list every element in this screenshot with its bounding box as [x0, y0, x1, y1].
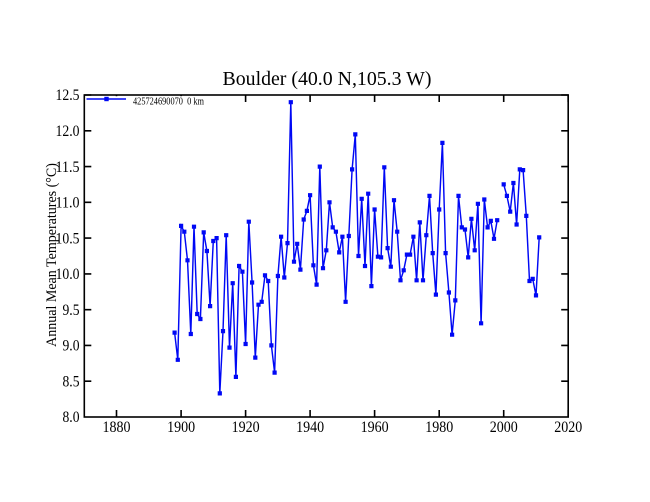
svg-text:8.0: 8.0 [63, 409, 80, 426]
svg-text:9.0: 9.0 [63, 338, 80, 355]
svg-text:12.5: 12.5 [56, 87, 80, 104]
svg-text:10.0: 10.0 [56, 266, 80, 283]
svg-text:11.0: 11.0 [56, 195, 80, 212]
svg-text:Annual Mean Temperatures (°C): Annual Mean Temperatures (°C) [44, 163, 61, 347]
svg-text:10.5: 10.5 [56, 230, 80, 247]
svg-text:1940: 1940 [296, 419, 324, 436]
svg-text:1960: 1960 [361, 419, 389, 436]
svg-text:1880: 1880 [103, 419, 131, 436]
svg-text:2000: 2000 [490, 419, 518, 436]
svg-text:8.5: 8.5 [63, 373, 80, 390]
svg-text:11.5: 11.5 [56, 159, 80, 176]
svg-text:1980: 1980 [425, 419, 453, 436]
svg-text:Boulder (40.0 N,105.3 W): Boulder (40.0 N,105.3 W) [223, 68, 432, 90]
svg-text:2020: 2020 [554, 419, 582, 436]
svg-text:9.5: 9.5 [63, 302, 80, 319]
svg-text:12.0: 12.0 [56, 123, 80, 140]
svg-text:1900: 1900 [167, 419, 195, 436]
svg-text:425724690070 0 km: 425724690070 0 km [133, 96, 204, 108]
svg-text:1920: 1920 [232, 419, 260, 436]
